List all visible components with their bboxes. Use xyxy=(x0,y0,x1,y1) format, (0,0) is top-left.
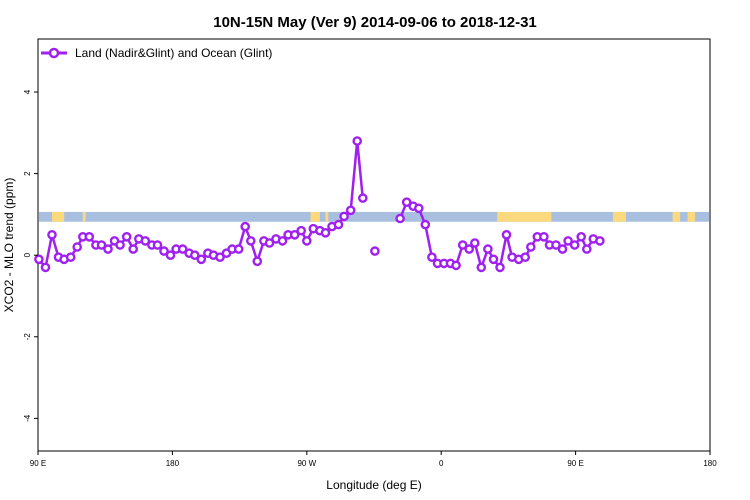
data-point xyxy=(140,236,151,246)
data-point xyxy=(520,252,531,263)
data-point xyxy=(240,221,250,232)
data-point xyxy=(177,244,188,254)
data-point xyxy=(352,136,363,146)
plot-area xyxy=(34,38,711,452)
data-point xyxy=(539,231,549,242)
data-point xyxy=(47,229,57,240)
data-point xyxy=(320,227,331,238)
y-tick-label: -2 xyxy=(23,333,32,341)
x-tick-label: 0 xyxy=(439,459,444,468)
land-span xyxy=(52,211,65,222)
data-point xyxy=(413,203,424,214)
data-point xyxy=(595,236,605,246)
data-point xyxy=(526,242,536,252)
data-point xyxy=(457,240,468,250)
data-point xyxy=(357,193,368,203)
series-layer xyxy=(34,136,605,273)
data-point xyxy=(582,244,592,254)
y-tick-label: 0 xyxy=(23,252,32,257)
data-point xyxy=(115,240,125,250)
data-point xyxy=(488,254,499,265)
data-point xyxy=(451,260,461,271)
y-tick-label: 2 xyxy=(23,171,32,176)
y-axis: -4 -2 0 2 4 xyxy=(23,89,38,422)
ocean-band xyxy=(39,211,709,222)
data-point xyxy=(189,250,200,260)
legend-marker-swatch xyxy=(48,47,60,59)
data-point xyxy=(576,231,587,242)
data-point xyxy=(65,252,76,263)
chart-title: 10N-15N May (Ver 9) 2014-09-06 to 2018-1… xyxy=(213,14,537,31)
data-point xyxy=(152,240,163,250)
data-point xyxy=(233,244,244,254)
data-point xyxy=(401,197,412,207)
data-point xyxy=(159,246,169,256)
data-point xyxy=(245,236,256,246)
data-point xyxy=(333,219,344,230)
data-point xyxy=(557,244,568,254)
data-point xyxy=(128,244,138,254)
data-point xyxy=(215,252,225,263)
data-point xyxy=(339,211,349,222)
data-point xyxy=(96,240,107,250)
data-point xyxy=(551,240,561,250)
data-point xyxy=(569,240,580,250)
data-point xyxy=(196,254,207,265)
data-point xyxy=(563,236,573,246)
y-tick-label: 4 xyxy=(23,89,32,94)
land-span xyxy=(672,211,681,222)
data-point xyxy=(40,262,51,273)
y-axis-label: XCO2 - MLO trend (ppm) xyxy=(2,178,16,313)
x-tick-label: 180 xyxy=(166,459,180,468)
data-point xyxy=(476,262,487,273)
data-point xyxy=(427,252,437,263)
x-tick-label: 90 E xyxy=(567,459,583,468)
y-tick-label: -4 xyxy=(23,414,32,422)
data-point xyxy=(395,213,405,224)
data-point xyxy=(345,205,356,216)
data-point xyxy=(296,225,307,236)
land-span xyxy=(82,211,86,222)
x-tick-label: 90 W xyxy=(297,459,316,468)
x-axis-label: Longitude (deg E) xyxy=(326,478,421,492)
data-point xyxy=(464,244,475,254)
data-point xyxy=(420,219,431,230)
x-tick-label: 90 E xyxy=(30,459,46,468)
data-point xyxy=(277,236,288,246)
data-point xyxy=(483,244,493,254)
data-point xyxy=(501,229,512,240)
land-span xyxy=(497,211,552,222)
x-axis: 90 E 180 90 W 0 90 E 180 xyxy=(30,451,717,468)
land-span xyxy=(612,211,626,222)
land-span xyxy=(325,211,329,222)
legend-label: Land (Nadir&Glint) and Ocean (Glint) xyxy=(75,46,272,60)
data-point xyxy=(103,244,113,254)
plot-frame xyxy=(37,38,711,452)
data-point xyxy=(252,256,263,267)
land-ocean-band xyxy=(39,211,709,222)
data-point xyxy=(72,242,82,252)
data-point xyxy=(84,231,95,242)
data-point xyxy=(289,229,300,240)
data-point xyxy=(370,246,380,256)
data-point xyxy=(264,238,275,248)
data-point xyxy=(469,238,480,248)
data-point xyxy=(121,231,132,242)
data-point xyxy=(495,262,505,273)
data-point xyxy=(165,250,176,260)
legend: Land (Nadir&Glint) and Ocean (Glint) xyxy=(41,46,272,60)
data-point xyxy=(34,254,44,265)
land-span xyxy=(687,211,696,222)
land-span xyxy=(310,211,320,222)
data-point xyxy=(301,236,312,246)
x-tick-label: 180 xyxy=(703,459,717,468)
series-line xyxy=(37,139,365,269)
